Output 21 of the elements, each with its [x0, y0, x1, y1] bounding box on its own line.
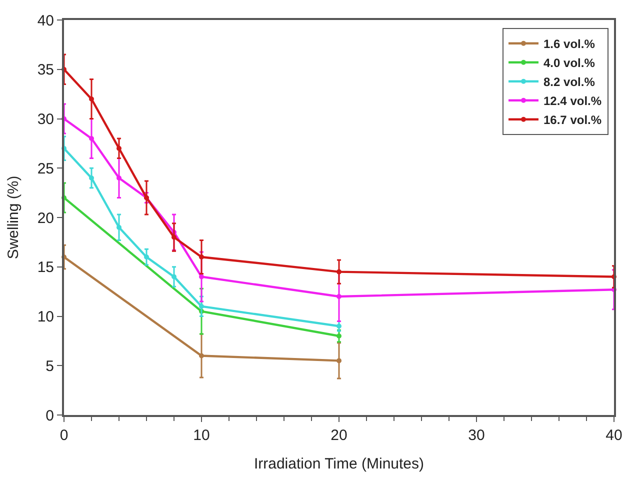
y-tick-label: 25 — [37, 160, 54, 178]
y-tick-label: 5 — [46, 358, 54, 375]
y-tick-label: 0 — [46, 407, 54, 424]
y-tick-label: 20 — [37, 210, 54, 227]
legend-label: 8.2 vol.% — [544, 75, 596, 90]
x-tick-label: 0 — [60, 427, 68, 444]
y-tick-label: 30 — [37, 111, 54, 128]
y-tick-label: 10 — [37, 308, 54, 326]
x-tick-label: 40 — [606, 427, 622, 444]
legend-label: 4.0 vol.% — [544, 56, 596, 70]
x-tick-label: 10 — [193, 427, 210, 444]
y-tick-label: 40 — [37, 12, 54, 30]
x-tick-label: 20 — [330, 427, 348, 444]
legend-label: 12.4 vol.% — [544, 94, 602, 108]
y-tick-label: 15 — [37, 259, 54, 276]
legend-label: 16.7 vol.% — [544, 113, 602, 128]
x-tick-label: 30 — [468, 427, 485, 444]
y-tick-label: 35 — [37, 62, 54, 79]
y-axis-title: Swelling (%) — [5, 176, 22, 260]
legend-label: 1.6 vol.% — [544, 37, 596, 52]
x-axis-title: Irradiation Time (Minutes) — [254, 456, 424, 472]
